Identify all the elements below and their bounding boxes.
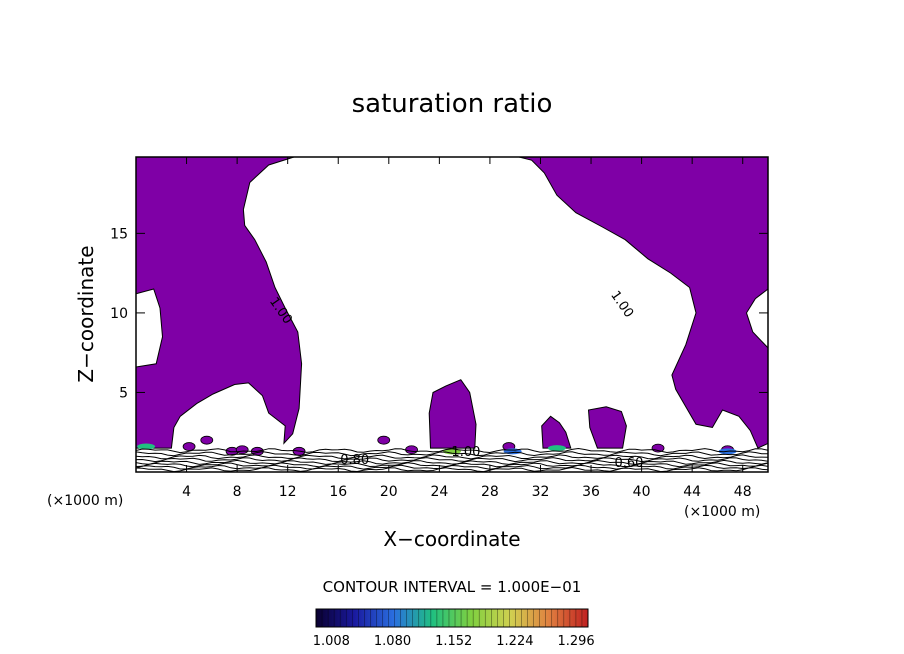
surface-contour-line [136, 464, 768, 470]
surface-contour-lines [136, 447, 768, 472]
colorbar-stripes [321, 609, 583, 627]
x-unit-label-right: (×1000 m) [684, 504, 760, 520]
x-tick-label: 12 [279, 484, 297, 500]
contour-interval-label: CONTOUR INTERVAL = 1.000E−01 [323, 578, 582, 596]
region-center-1 [428, 379, 477, 449]
contour-label: 0.60 [614, 456, 643, 471]
colorbar-label: 1.224 [496, 634, 533, 649]
small-region [405, 445, 418, 455]
colorbar-bar [315, 608, 589, 628]
chart-title: saturation ratio [352, 89, 553, 119]
x-axis-label: X−coordinate [383, 527, 520, 551]
small-region [200, 435, 214, 445]
region-center-2 [541, 415, 572, 449]
x-tick-label: 28 [481, 484, 499, 500]
x-tick-label: 32 [532, 484, 550, 500]
contour-label: 1.00 [451, 445, 480, 460]
y-axis-ticks: 5 10 15 [110, 226, 768, 401]
x-tick-label: 40 [633, 484, 651, 500]
y-tick-label: 15 [110, 226, 128, 242]
surface-contour-line [136, 457, 768, 463]
colorbar-labels: 1.008 1.080 1.152 1.224 1.296 [313, 634, 595, 649]
supersaturated-regions [136, 157, 768, 456]
plot-area: 1.00 1.000.801.000.60 [136, 157, 768, 472]
surface-contour-line [136, 459, 768, 465]
small-region [182, 442, 196, 451]
surface-contour-line [136, 454, 768, 460]
small-region [377, 435, 391, 445]
x-tick-label: 36 [582, 484, 600, 500]
colorbar-label: 1.008 [313, 634, 350, 649]
region-right [518, 157, 768, 449]
peak-region [137, 443, 156, 450]
colorbar: 1.008 1.080 1.152 1.224 1.296 [313, 608, 595, 649]
region-left [136, 157, 303, 449]
x-tick-label: 20 [380, 484, 398, 500]
surface-contour-line [136, 451, 768, 457]
x-tick-label: 24 [430, 484, 448, 500]
peak-region [547, 445, 566, 452]
colorbar-label: 1.152 [435, 634, 472, 649]
x-tick-label: 48 [734, 484, 752, 500]
region-right-hole [745, 288, 768, 349]
contour-label: 0.80 [340, 453, 369, 468]
surface-contour-line [136, 447, 768, 454]
x-tick-label: 44 [683, 484, 701, 500]
x-tick-label: 8 [233, 484, 242, 500]
x-tick-label: 16 [329, 484, 347, 500]
plot-frame [135, 156, 769, 473]
colorbar-label: 1.296 [557, 634, 594, 649]
region-center-3 [587, 406, 627, 449]
small-region [235, 445, 249, 455]
region-left-hole [136, 288, 164, 368]
y-axis-label: Z−coordinate [74, 245, 98, 382]
y-tick-label: 5 [119, 385, 128, 401]
x-axis-ticks: 4 8 12 16 20 24 28 32 36 40 44 48 [182, 157, 752, 500]
x-unit-label-left: (×1000 m) [47, 493, 123, 509]
colorbar-label: 1.080 [374, 634, 411, 649]
y-tick-label: 10 [110, 306, 128, 322]
x-tick-label: 4 [182, 484, 191, 500]
